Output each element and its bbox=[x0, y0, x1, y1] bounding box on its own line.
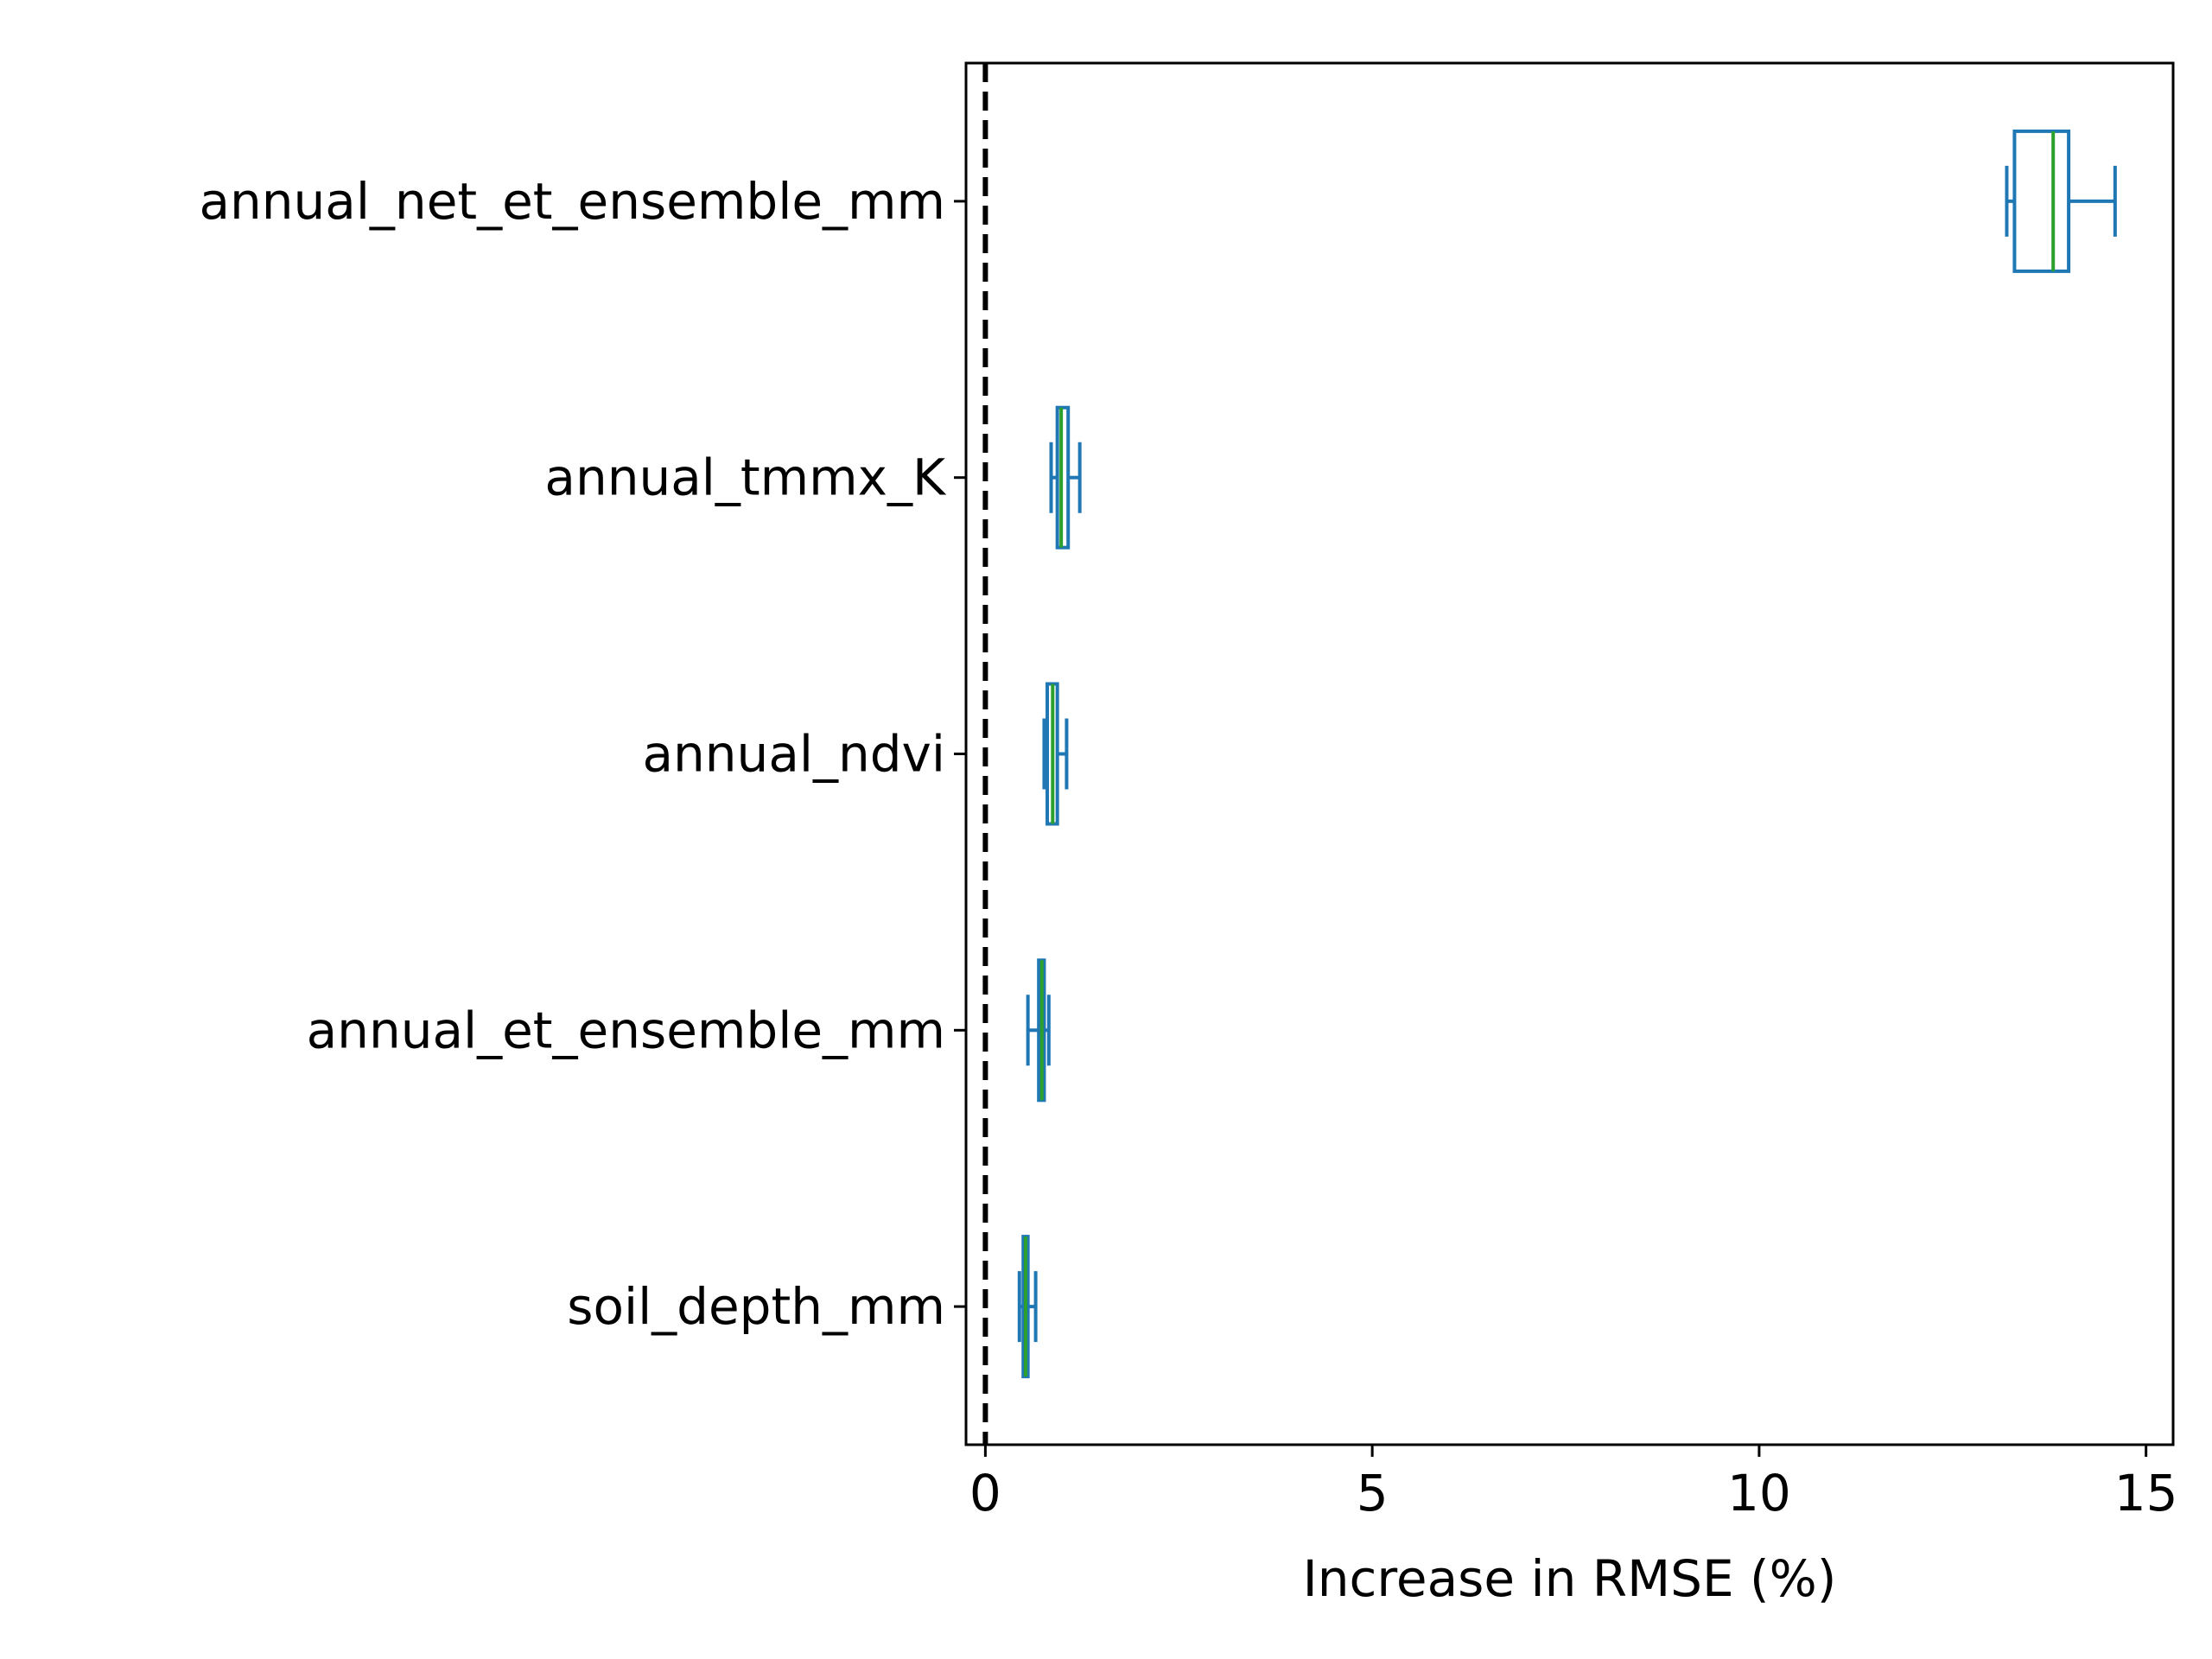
x-tick-label: 10 bbox=[1727, 1464, 1791, 1522]
y-tick-label: annual_ndvi bbox=[643, 725, 946, 784]
axis-ticks: annual_net_et_ensemble_mm annual_tmmx_Kan… bbox=[199, 172, 2177, 1522]
y-tick-label: annual_tmmx_K bbox=[544, 448, 947, 507]
box-soil_depth_mm bbox=[1017, 1235, 1038, 1379]
x-tick-label: 0 bbox=[969, 1464, 1001, 1522]
y-tick-label: annual_net_et_ensemble_mm bbox=[199, 172, 945, 231]
x-axis-label: Increase in RMSE (%) bbox=[1303, 1549, 1837, 1608]
y-tick-label: annual_et_ensemble_mm bbox=[307, 1001, 945, 1059]
box-annual_net_et_ensemble_mm bbox=[2005, 129, 2117, 273]
box-annual_ndvi bbox=[1042, 682, 1069, 826]
y-tick-label: soil_depth_mm bbox=[567, 1277, 945, 1336]
iqr-box bbox=[2012, 129, 2071, 273]
box-annual_tmmx_K bbox=[1049, 405, 1082, 550]
x-tick-label: 5 bbox=[1357, 1464, 1389, 1522]
axes-frame bbox=[964, 61, 2175, 1446]
box-annual_et_ensemble_mm bbox=[1026, 958, 1051, 1103]
plot-area bbox=[964, 61, 2175, 1446]
x-tick-label: 15 bbox=[2114, 1464, 2178, 1522]
